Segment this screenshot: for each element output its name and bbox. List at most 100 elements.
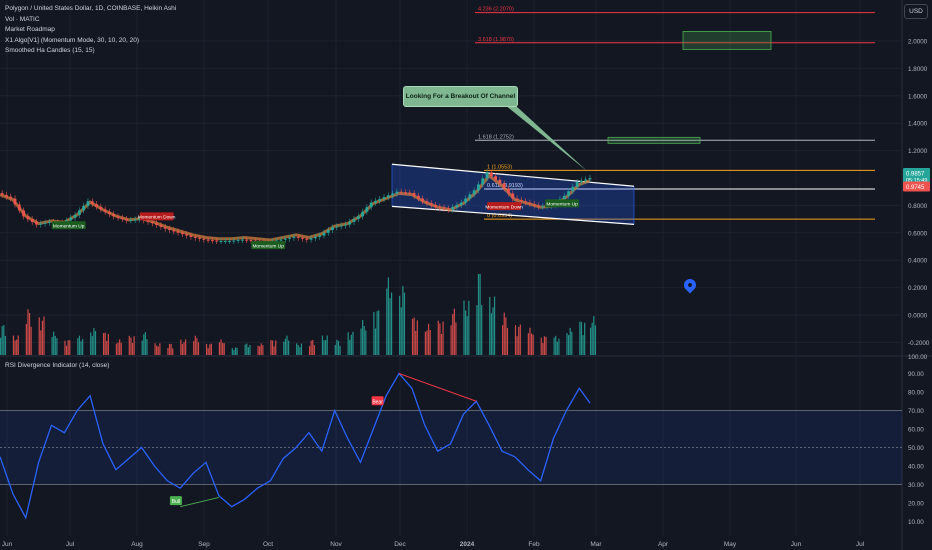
volume-bar [437,320,439,355]
signal-label: Momentum Up [53,223,85,229]
price-candle [202,238,206,240]
price-tick-label: 0.6000 [908,230,928,237]
fib-level-label: 1 (1.0553) [487,164,512,170]
callout-pointer [505,105,587,171]
volume-bar [325,339,327,355]
volume-bar [530,333,533,355]
volume-bar [82,339,84,355]
price-candle [588,178,592,180]
volume-bar [156,345,158,355]
volume-bar [218,342,221,355]
price-candle [391,193,395,196]
volume-bar [349,339,351,355]
volume-bar [196,338,198,355]
volume-bar [545,336,547,355]
price-candle [223,241,227,243]
volume-bar [167,347,169,355]
price-candle [502,183,506,189]
indicator-smoothed-ha[interactable]: Smoothed Ha Candles (15, 15) [5,47,95,54]
price-tick-label: 1.8000 [908,66,928,73]
currency-button[interactable]: USD [904,4,928,19]
indicator-x1-algo[interactable]: X1 Algo[V1] (Momentum Mode, 30, 10, 20, … [5,36,140,44]
volume-bar [339,345,341,355]
price-candle [442,207,446,209]
x-tick-label: Oct [263,541,273,548]
volume-bar [115,343,118,355]
signal-badge [51,221,86,230]
volume-bar [64,340,66,355]
volume-bar [4,335,6,355]
volume-bar [386,288,388,355]
volume-bar [91,335,93,355]
volume-bar [463,300,465,355]
volume-bar [442,321,444,355]
price-candle [429,203,433,205]
price-candle [95,204,98,207]
price-candle [228,241,231,243]
volume-bar [65,345,68,355]
price-candle [198,237,201,239]
volume-bar [119,339,121,355]
price-candle [168,228,171,231]
volume-bar [168,343,171,355]
volume-bar [350,334,352,355]
volume-bar [30,326,32,355]
volume-bar [347,332,349,355]
volume-bar [205,343,208,355]
x-tick-label: Nov [330,541,342,548]
price-candle [279,239,283,241]
bear-divergence-line [398,373,477,402]
channel-upper-line [391,163,635,187]
price-candle [472,190,476,195]
price-candle [215,240,219,242]
volume-bar [181,344,184,355]
price-candle [494,176,497,180]
price-badge [903,181,930,192]
price-candle [35,221,38,225]
price-candle [318,235,322,237]
volume-bar [25,323,27,355]
volume-bar [247,347,249,355]
volume-bar [94,331,97,355]
price-candle [322,232,326,236]
price-tick-label: 0.4000 [908,258,928,265]
price-candle [283,238,287,240]
price-candle [344,224,347,226]
x-tick-label: May [724,541,737,548]
price-candle [575,182,579,187]
price-candle [90,201,94,205]
price-tick-label: 2.0000 [908,39,928,46]
volume-bar [402,286,404,355]
volume-bar [452,314,454,355]
volume-bar [194,335,196,355]
volume-bar [172,348,174,355]
price-badge-sub: 05:15:49 [906,178,927,184]
volume-bar [260,343,262,355]
volume-bar [223,343,225,355]
x-tick-label: 2024 [460,541,475,548]
volume-bar [543,336,546,355]
volume-bar [3,325,5,355]
volume-bar [481,304,483,355]
price-candle [163,226,167,229]
rsi-tick-label: 20.00 [908,501,924,508]
price-candle [468,194,472,199]
volume-bar [27,309,29,355]
price-candle [511,193,515,199]
volume-bar [299,347,301,355]
price-candle [47,221,51,223]
price-candle [69,217,73,221]
volume-bar [387,277,389,355]
indicator-market-roadmap[interactable]: Market Roadmap [5,26,55,33]
volume-bar [416,320,418,355]
volume-bar [296,343,298,355]
rsi-tick-label: 30.00 [908,482,924,489]
volume-bar [477,273,480,355]
volume-bar [1,326,3,355]
price-candle [485,172,489,179]
price-candle [103,209,107,212]
volume-bar [133,336,135,355]
price-candle [108,211,111,215]
volume-bar [439,323,441,355]
